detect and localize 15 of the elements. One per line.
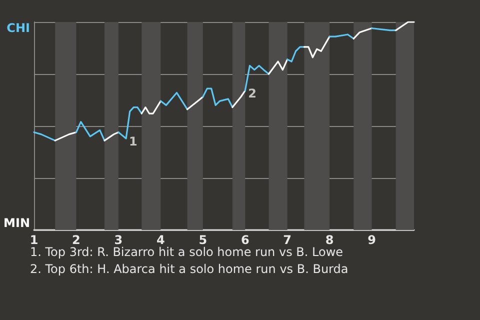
text: 1. Top 3rd: R. Bizarro hit a solo home run vs B. Lowe (30, 245, 344, 259)
x-tick-label: 7 (283, 233, 292, 247)
annotation: 1 (129, 134, 138, 148)
x-tick-label: 3 (114, 233, 123, 247)
x-tick-label: 4 (156, 233, 165, 247)
annotation: 2 (248, 86, 256, 101)
x-tick-label: 2 (72, 233, 80, 247)
x-tick-label: 5 (198, 233, 208, 247)
text: CHI (6, 21, 30, 35)
text: 2. Top 6th: H. Abarca hit a solo home run vs B. Burda (30, 262, 348, 276)
text: MIN (4, 216, 30, 230)
x-tick-label: 8 (325, 233, 334, 247)
x-tick-label: 9 (368, 233, 376, 247)
x-tick-label: 6 (240, 233, 250, 247)
x-tick-label: 1 (30, 233, 38, 247)
